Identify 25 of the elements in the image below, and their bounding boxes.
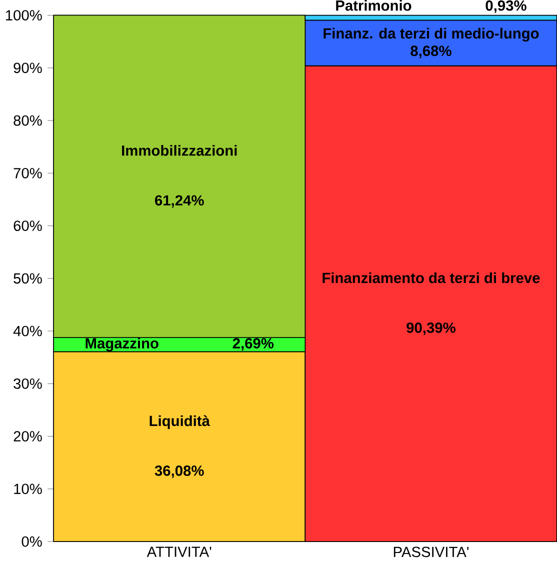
data-label: 36,08% bbox=[154, 465, 204, 478]
y-tick-label: 80% bbox=[14, 115, 42, 126]
y-tick-label: 30% bbox=[14, 378, 42, 389]
y-tick-label: 90% bbox=[14, 62, 42, 74]
y-tick-label: 60% bbox=[14, 220, 42, 231]
y-tick-label: 40% bbox=[13, 326, 42, 336]
series-label: Liquidità bbox=[150, 415, 210, 430]
x-tick-label: ATTIVITA' bbox=[146, 546, 212, 557]
data-label: 0,93% bbox=[486, 0, 526, 13]
data-label: 2,69% bbox=[232, 338, 274, 351]
y-tick-label: 70% bbox=[14, 168, 42, 178]
data-label: 90,39% bbox=[406, 322, 456, 336]
series-label: Patrimonio bbox=[336, 0, 412, 11]
series-label: Finanziamento da terzi di breve bbox=[322, 272, 540, 284]
y-tick-label: 20% bbox=[14, 431, 42, 442]
x-tick-label: PASSIVITA' bbox=[394, 546, 468, 558]
y-tick-label: 10% bbox=[14, 484, 42, 494]
series-label: Finanz. da terzi di medio-lungo bbox=[324, 28, 539, 42]
series-label: Immobilizzazioni bbox=[122, 145, 237, 156]
data-label: 61,24% bbox=[154, 195, 204, 208]
y-tick-label: 0% bbox=[22, 536, 42, 547]
series-label: Magazzino bbox=[86, 338, 158, 352]
y-tick-label: 100% bbox=[6, 10, 42, 20]
y-tick-label: 50% bbox=[14, 273, 42, 284]
data-label: 8,68% bbox=[410, 46, 452, 58]
